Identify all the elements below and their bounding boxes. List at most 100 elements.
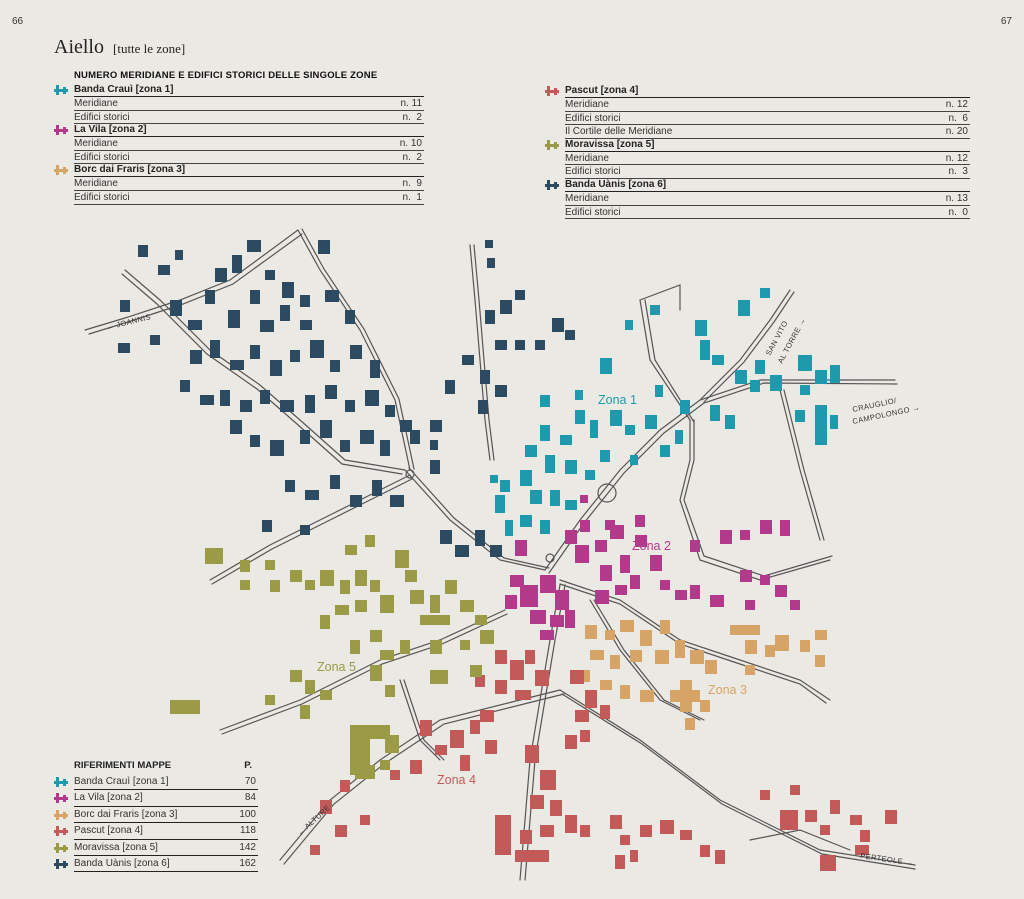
- zone4-icon: [54, 826, 68, 837]
- zone5-buildings: [170, 535, 494, 779]
- stats-zone-title: Borc dai Fraris [zona 3]: [54, 164, 424, 178]
- stats-zone-name: Banda Crauì [zona 1]: [74, 84, 174, 95]
- stats-row-value: n. 1: [402, 191, 422, 203]
- title-subtitle: [tutte le zone]: [113, 41, 186, 56]
- stats-row-value: n. 20: [945, 126, 968, 138]
- map-references: RIFERIMENTI MAPPE P. Banda Crauì [zona 1…: [54, 760, 258, 873]
- reference-row: Banda Crauì [zona 1] 70: [54, 774, 258, 791]
- stats-row: Meridiane n. 10: [74, 137, 424, 151]
- stats-table-left: NUMERO MERIDIANE E EDIFICI STORICI DELLE…: [54, 70, 424, 205]
- zone3-icon: [54, 165, 68, 176]
- zone6-icon: [54, 858, 68, 869]
- page-title: Aiello [tutte le zone]: [54, 36, 185, 59]
- reference-page: 142: [239, 841, 256, 853]
- stats-zone-block: Banda Crauì [zona 1] Meridiane n. 11 Edific…: [54, 84, 424, 125]
- stats-row-label: Meridiane: [565, 152, 609, 164]
- zone6-icon: [545, 179, 559, 190]
- references-page-header: P.: [244, 760, 252, 771]
- zone5-icon: [545, 139, 559, 150]
- reference-row: Borc dai Fraris [zona 3] 100: [54, 807, 258, 824]
- reference-label: Borc dai Fraris [zona 3]: [74, 808, 178, 820]
- stats-row-value: n. 12: [945, 152, 968, 164]
- stats-row-label: Edifici storici: [74, 191, 130, 203]
- stats-zone-title: Banda Uànis [zona 6]: [545, 179, 970, 192]
- zone1-buildings: [490, 288, 840, 536]
- zone6-buildings: [118, 240, 575, 557]
- zone2-icon: [54, 793, 68, 804]
- stats-row-label: Il Cortile delle Meridiane: [565, 126, 673, 138]
- references-header: RIFERIMENTI MAPPE: [74, 760, 172, 771]
- stats-row-value: n. 13: [945, 192, 968, 204]
- stats-row: Edifici storici n. 6: [565, 112, 970, 126]
- stats-zone-title: Moravissa [zona 5]: [545, 138, 970, 152]
- zone3-map-label: Zona 3: [708, 683, 747, 697]
- stats-zone-name: Borc dai Fraris [zona 3]: [74, 164, 186, 176]
- zone3-icon: [54, 809, 68, 820]
- reference-page: 84: [244, 792, 256, 804]
- stats-zone-name: La Vila [zona 2]: [74, 124, 147, 136]
- stats-row: Edifici storici n. 1: [74, 191, 424, 205]
- zone1-map-label: Zona 1: [598, 393, 637, 407]
- stats-row: Edifici storici n. 2: [74, 111, 424, 125]
- stats-zone-block: La Vila [zona 2] Meridiane n. 10 Edifici st…: [54, 124, 424, 165]
- zone1-icon: [54, 777, 68, 787]
- reference-page: 118: [240, 825, 256, 837]
- title-text: Aiello: [54, 36, 104, 58]
- zone4-map-label: Zona 4: [437, 773, 476, 787]
- stats-zone-block: Banda Uànis [zona 6] Meridiane n. 13 Edific…: [545, 179, 970, 220]
- reference-row: Pascut [zona 4] 118: [54, 823, 258, 840]
- stats-row: Edifici storici n. 0: [565, 206, 970, 220]
- stats-header: NUMERO MERIDIANE E EDIFICI STORICI DELLE…: [74, 70, 378, 81]
- stats-zone-title: Banda Crauì [zona 1]: [54, 84, 424, 97]
- roundabout-small: [545, 553, 555, 563]
- page-number-left: 66: [12, 16, 24, 27]
- stats-zone-block: Pascut [zona 4] Meridiane n. 12 Edifici sto…: [545, 85, 970, 139]
- stats-row-value: n. 11: [400, 98, 423, 109]
- stats-zone-title: Pascut [zona 4]: [545, 85, 970, 98]
- stats-row-value: n. 2: [402, 151, 422, 163]
- page-number-right: 67: [1000, 16, 1012, 27]
- stats-row-value: n. 12: [945, 99, 968, 110]
- reference-page: 70: [244, 776, 256, 787]
- stats-row-label: Meridiane: [74, 98, 118, 109]
- stats-row: Meridiane n. 9: [74, 177, 424, 191]
- reference-row: Moravissa [zona 5] 142: [54, 840, 258, 856]
- stats-row-value: n. 10: [399, 138, 422, 150]
- stats-row-label: Meridiane: [565, 99, 609, 110]
- stats-zone-name: Pascut [zona 4]: [565, 85, 639, 96]
- stats-row: Edifici storici n. 2: [74, 151, 424, 165]
- reference-label: Banda Crauì [zona 1]: [74, 776, 169, 787]
- stats-row-value: n. 6: [948, 112, 968, 124]
- stats-row: Meridiane n. 12: [565, 152, 970, 166]
- zone4-icon: [545, 86, 559, 96]
- reference-label: Pascut [zona 4]: [74, 825, 143, 837]
- stats-zone-title: La Vila [zona 2]: [54, 124, 424, 138]
- roundabout-small-2: [405, 469, 415, 479]
- stats-row: Edifici storici n. 3: [565, 165, 970, 179]
- stats-row-label: Meridiane: [74, 178, 118, 190]
- stats-zone-name: Moravissa [zona 5]: [565, 138, 655, 150]
- stats-row-value: n. 0: [948, 206, 968, 218]
- road-label-alture: ← ALTURE: [295, 803, 332, 837]
- zone2-buildings: [505, 495, 800, 640]
- stats-row: Il Cortile delle Meridiane n. 20: [565, 125, 970, 139]
- zone1-icon: [54, 85, 68, 95]
- stats-row-value: n. 3: [948, 166, 968, 178]
- reference-page: 162: [239, 857, 256, 869]
- reference-row: La Vila [zona 2] 84: [54, 790, 258, 807]
- stats-row-label: Edifici storici: [565, 112, 621, 124]
- roundabout: [597, 483, 617, 503]
- stats-zone-block: Borc dai Fraris [zona 3] Meridiane n. 9 Edi…: [54, 164, 424, 205]
- stats-zone-block: Moravissa [zona 5] Meridiane n. 12 Edifici …: [545, 138, 970, 179]
- road-label-joannis: ← JOANNIS: [105, 312, 152, 332]
- reference-label: Banda Uànis [zona 6]: [74, 857, 170, 869]
- zone4-buildings: [310, 650, 897, 871]
- stats-row-label: Edifici storici: [565, 206, 621, 218]
- stats-row-label: Edifici storici: [565, 166, 621, 178]
- stats-row: Meridiane n. 11: [74, 97, 424, 111]
- zone5-map-label: Zona 5: [317, 660, 356, 674]
- zone3-buildings: [580, 620, 827, 730]
- stats-row-label: Meridiane: [74, 138, 118, 150]
- reference-row: Banda Uànis [zona 6] 162: [54, 856, 258, 873]
